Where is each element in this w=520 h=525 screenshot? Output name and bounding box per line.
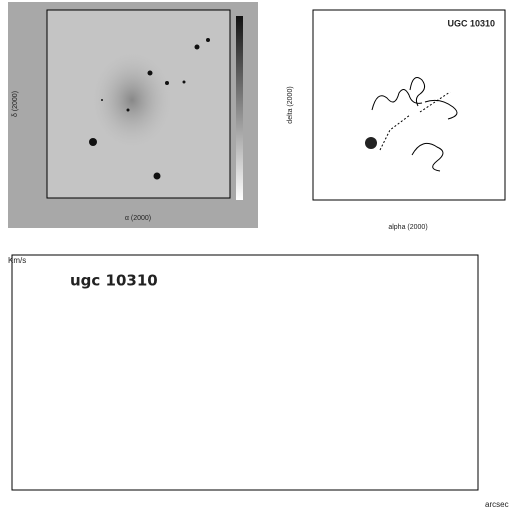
x-axis-label: arcsec [485,500,509,509]
panel-frame [46,9,231,199]
axis-title: α (2000) [125,215,151,222]
chart-title: ugc 10310 [70,272,158,290]
axis-title: δ (2000) [12,91,19,117]
panel-title: UGC 10310 [447,18,495,28]
axis-title: delta (2000) [287,86,294,123]
panel-frame [312,9,506,201]
star [365,137,377,149]
stars [89,38,210,180]
plot-frame [11,254,479,491]
colorbar [236,16,243,200]
galaxy [92,52,172,148]
y-axis-label: Km/s [8,256,26,265]
axis-title: alpha (2000) [388,224,427,231]
contours [371,77,458,172]
